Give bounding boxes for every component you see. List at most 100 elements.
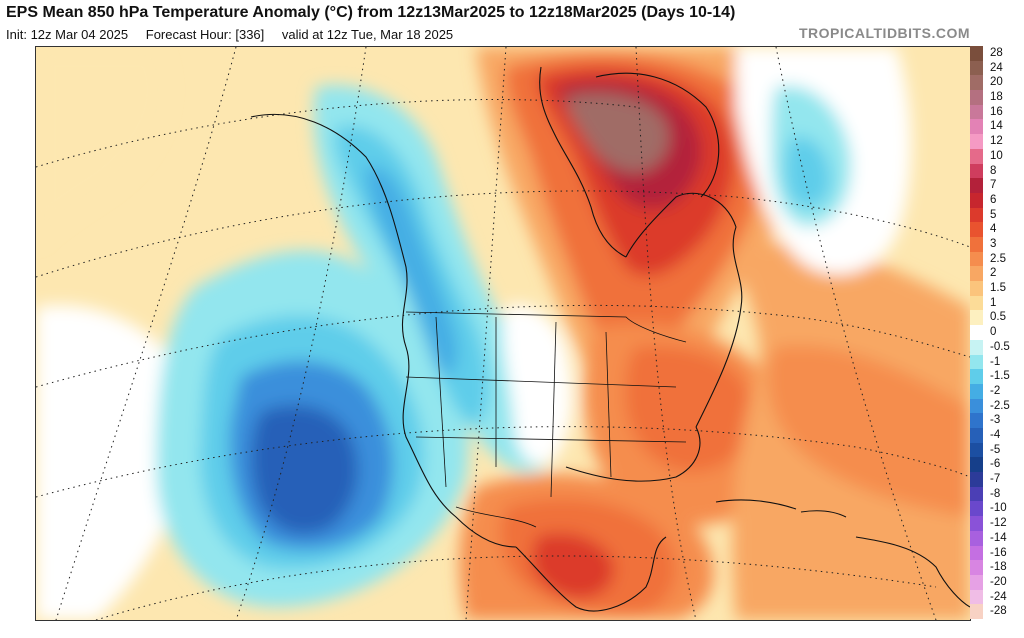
colorbar-swatch: [970, 46, 983, 61]
colorbar-level: -24: [970, 589, 1018, 605]
colorbar-level: -16: [970, 545, 1018, 561]
colorbar-level: 14: [970, 119, 1018, 135]
chart-title: EPS Mean 850 hPa Temperature Anomaly (°C…: [6, 4, 736, 21]
colorbar-level: 2.5: [970, 251, 1018, 267]
colorbar-label: 1: [990, 296, 997, 309]
colorbar-label: -7: [990, 473, 1001, 486]
colorbar-swatch: [970, 369, 983, 384]
colorbar-swatch: [970, 398, 983, 414]
forecast-hour: Forecast Hour: [336]: [145, 27, 265, 42]
colorbar-level: -8: [970, 486, 1018, 502]
colorbar-label: 10: [990, 149, 1003, 162]
colorbar-label: -2.5: [990, 399, 1010, 412]
colorbar-level: 7: [970, 178, 1018, 193]
colorbar-level: -4: [970, 428, 1018, 443]
colorbar-label: 24: [990, 61, 1003, 74]
colorbar-swatch: [970, 516, 983, 531]
colorbar-level: 24: [970, 60, 1018, 76]
colorbar-label: -14: [990, 531, 1007, 544]
colorbar-label: -5: [990, 443, 1001, 456]
colorbar-label: -1: [990, 355, 1001, 368]
colorbar-swatch: [970, 457, 983, 473]
colorbar-label: 0.5: [990, 311, 1006, 324]
colorbar-label: 2.5: [990, 252, 1006, 265]
colorbar-level: -12: [970, 516, 1018, 531]
colorbar-level: -14: [970, 530, 1018, 546]
colorbar-level: -7: [970, 472, 1018, 487]
valid-time: valid at 12z Tue, Mar 18 2025: [281, 27, 454, 42]
anomaly-field: [36, 47, 970, 620]
colorbar-level: -1: [970, 354, 1018, 370]
colorbar-swatch: [970, 428, 983, 443]
colorbar-swatch: [970, 339, 983, 355]
colorbar-level: -20: [970, 574, 1018, 590]
colorbar-swatch: [970, 501, 983, 517]
colorbar-level: -3: [970, 413, 1018, 428]
colorbar-level: 16: [970, 104, 1018, 120]
colorbar-swatch: [970, 207, 983, 223]
colorbar-swatch: [970, 413, 983, 428]
colorbar-swatch: [970, 178, 983, 193]
colorbar-label: 0: [990, 326, 997, 339]
colorbar-label: -20: [990, 575, 1007, 588]
colorbar-swatch: [970, 281, 983, 296]
colorbar-swatch: [970, 119, 983, 135]
colorbar-swatch: [970, 148, 983, 164]
colorbar-swatch: [970, 442, 983, 458]
map-canvas: [36, 47, 970, 620]
colorbar-level: -28: [970, 604, 1018, 619]
colorbar-swatch: [970, 192, 983, 208]
colorbar-level: 6: [970, 192, 1018, 208]
colorbar-level: -5: [970, 442, 1018, 458]
colorbar-level: -1.5: [970, 369, 1018, 384]
colorbar-label: 20: [990, 76, 1003, 89]
colorbar-swatch: [970, 560, 983, 575]
colorbar-legend: 28 24 20 18 16 14 12 10 8 7 6 5 4 3 2.5 2 1.5 1 0.5 0 -0.5 -1…: [970, 46, 1018, 619]
colorbar-swatch: [970, 237, 983, 252]
colorbar-label: -2: [990, 384, 1001, 397]
colorbar-label: 5: [990, 208, 997, 221]
colorbar-label: -3: [990, 414, 1001, 427]
colorbar-label: 4: [990, 223, 997, 236]
chart-subtitle: Init: 12z Mar 04 2025 Forecast Hour: [33…: [6, 27, 467, 42]
colorbar-swatch: [970, 530, 983, 546]
colorbar-level: 1: [970, 295, 1018, 311]
colorbar-swatch: [970, 574, 983, 590]
colorbar-label: -0.5: [990, 340, 1010, 353]
colorbar-label: 7: [990, 179, 997, 192]
colorbar-level: 18: [970, 90, 1018, 105]
colorbar-swatch: [970, 604, 983, 619]
colorbar-level: -6: [970, 457, 1018, 473]
colorbar-label: -4: [990, 429, 1001, 441]
colorbar-label: 16: [990, 105, 1003, 118]
colorbar-swatch: [970, 589, 983, 605]
colorbar-label: 18: [990, 91, 1003, 104]
anomaly-map: [35, 46, 971, 621]
colorbar-swatch: [970, 222, 983, 237]
colorbar-label: -24: [990, 590, 1007, 603]
colorbar-level: 12: [970, 134, 1018, 149]
colorbar-label: 3: [990, 238, 997, 250]
colorbar-label: -1.5: [990, 370, 1010, 383]
colorbar-swatch: [970, 383, 983, 399]
colorbar-swatch: [970, 295, 983, 311]
colorbar-swatch: [970, 266, 983, 282]
caribbean-islands: [715, 499, 970, 608]
colorbar-label: 14: [990, 120, 1003, 133]
colorbar-swatch: [970, 60, 983, 76]
colorbar-swatch: [970, 251, 983, 267]
colorbar-label: 28: [990, 47, 1003, 59]
init-time: Init: 12z Mar 04 2025: [6, 27, 129, 42]
colorbar-level: 28: [970, 46, 1018, 61]
colorbar-label: -28: [990, 605, 1007, 618]
colorbar-level: 3: [970, 237, 1018, 252]
colorbar-label: 8: [990, 164, 997, 177]
colorbar-swatch: [970, 545, 983, 561]
colorbar-swatch: [970, 310, 983, 326]
colorbar-label: -12: [990, 517, 1007, 530]
colorbar-level: 8: [970, 163, 1018, 179]
colorbar-level: 2: [970, 266, 1018, 282]
colorbar-level: -2.5: [970, 398, 1018, 414]
colorbar-label: -16: [990, 546, 1007, 559]
colorbar-level: 0: [970, 325, 1018, 340]
